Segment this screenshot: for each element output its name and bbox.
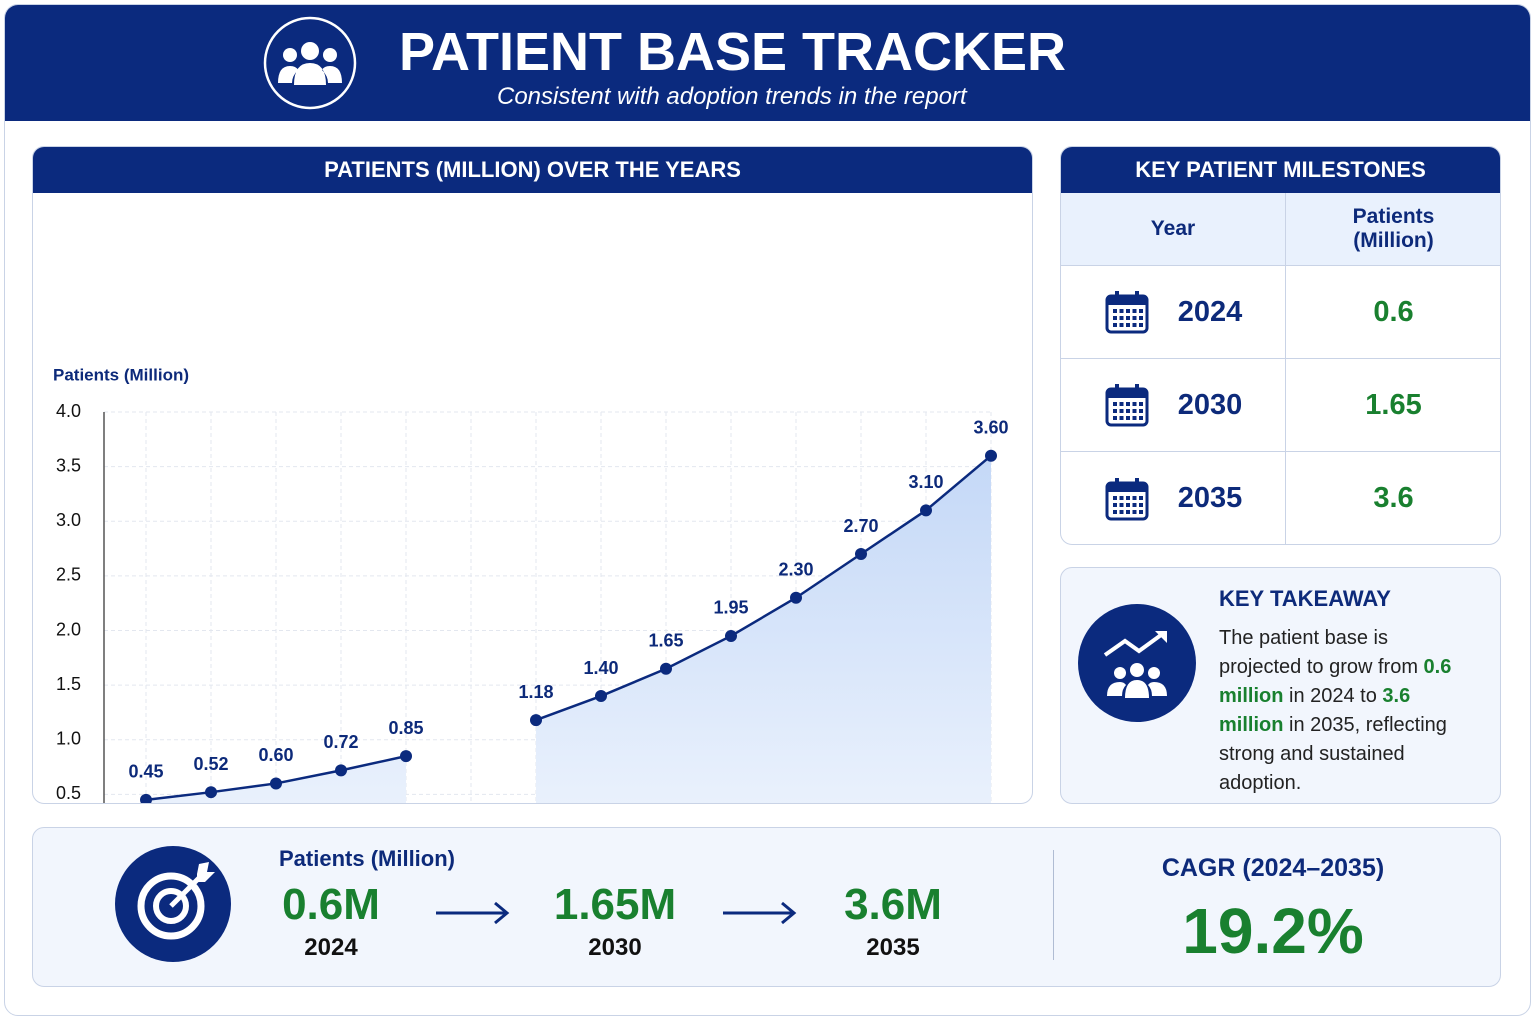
highlight: 3.6 million bbox=[1219, 685, 1411, 736]
text: The patient base is projected to grow fr… bbox=[1219, 627, 1424, 678]
point bbox=[660, 662, 672, 675]
calendar-icon bbox=[1105, 291, 1149, 334]
point bbox=[205, 786, 217, 799]
summary-card: Patients (Million) CAGR (2024–2035) 19.2… bbox=[32, 827, 1501, 987]
milestones-title: KEY PATIENT MILESTONES bbox=[1061, 147, 1500, 193]
y-tick-label: 3.0 bbox=[56, 510, 81, 530]
data-label: 1.40 bbox=[583, 658, 618, 678]
point bbox=[920, 504, 932, 517]
y-tick-label: 1.0 bbox=[56, 729, 81, 749]
chart-card: PATIENTS (MILLION) OVER THE YEARS Patien… bbox=[32, 146, 1033, 804]
frame: PATIENT BASE TRACKER Consistent with ado… bbox=[4, 4, 1531, 1016]
data-label: 3.60 bbox=[973, 417, 1008, 437]
arrow bbox=[723, 901, 797, 925]
year: 2024 bbox=[1177, 295, 1243, 328]
header-icon bbox=[263, 16, 357, 110]
patients-cell: 3.6 bbox=[1373, 482, 1414, 514]
patients-cell: 0.6 bbox=[1286, 266, 1500, 359]
data-label: 2.70 bbox=[843, 516, 878, 536]
calendar-icon bbox=[1105, 477, 1149, 520]
data-label: 1.95 bbox=[713, 598, 748, 618]
header: PATIENT BASE TRACKER Consistent with ado… bbox=[5, 5, 1530, 121]
target-icon bbox=[115, 846, 231, 962]
summary-value: 0.6M bbox=[282, 880, 380, 929]
y-tick-label: 4.0 bbox=[56, 401, 81, 421]
takeaway-title: KEY TAKEAWAY bbox=[1219, 586, 1391, 611]
y-tick-label: 2.0 bbox=[56, 619, 81, 639]
subtitle: Consistent with adoption trends in the r… bbox=[497, 83, 967, 110]
area bbox=[146, 455, 991, 803]
data-label: 1.65 bbox=[648, 630, 683, 650]
y-tick-label: 1.5 bbox=[56, 674, 81, 694]
summary-year: 2024 bbox=[304, 934, 358, 961]
point bbox=[140, 793, 152, 803]
table-header: Year bbox=[1061, 193, 1286, 266]
data-label: 0.52 bbox=[193, 754, 228, 774]
y-axis-label: Patients (Million) bbox=[53, 365, 189, 384]
year: 2030 bbox=[1177, 388, 1243, 421]
data-label: 3.10 bbox=[908, 472, 943, 492]
table-header: Patients (Million) bbox=[1286, 193, 1500, 266]
point bbox=[270, 777, 282, 790]
data-label: 0.85 bbox=[388, 718, 423, 738]
y-tick-label: 0.5 bbox=[56, 783, 81, 803]
cagr-label: CAGR (2024–2035) bbox=[1161, 854, 1385, 882]
text: in 2035, reflecting strong and sustained… bbox=[1219, 714, 1447, 794]
divider bbox=[1053, 850, 1054, 960]
takeaway-card: KEY TAKEAWAY The patient base is project… bbox=[1060, 567, 1501, 804]
y-tick-label: 3.5 bbox=[56, 455, 81, 475]
summary-label: Patients (Million) bbox=[279, 846, 455, 871]
point bbox=[790, 591, 802, 604]
milestones-card: KEY PATIENT MILESTONES Year Patients (Mi… bbox=[1060, 146, 1501, 545]
takeaway-text: The patient base is projected to grow fr… bbox=[1219, 624, 1459, 798]
takeaway-icon bbox=[1078, 604, 1196, 722]
highlight: 0.6 million bbox=[1219, 656, 1452, 707]
data-label: 1.18 bbox=[518, 682, 553, 702]
summary-value: 1.65M bbox=[553, 880, 677, 929]
year-cell: 2030 bbox=[1061, 359, 1286, 452]
data-label: 0.72 bbox=[323, 732, 358, 752]
text: in 2024 to bbox=[1283, 685, 1383, 707]
data-label: 2.30 bbox=[778, 559, 813, 579]
title: PATIENT BASE TRACKER bbox=[399, 22, 1067, 82]
point bbox=[855, 548, 867, 561]
arrow bbox=[436, 901, 510, 925]
point bbox=[725, 629, 737, 642]
chart-title: PATIENTS (MILLION) OVER THE YEARS bbox=[33, 147, 1032, 193]
point bbox=[595, 690, 607, 703]
point bbox=[530, 714, 542, 727]
y-tick-label: 2.5 bbox=[56, 565, 81, 585]
point bbox=[335, 764, 347, 777]
year-cell: 2024 bbox=[1061, 266, 1286, 359]
cagr-value: 19.2% bbox=[1182, 895, 1364, 967]
data-label: 0.60 bbox=[258, 745, 293, 765]
chart: Patients (Million)Year0.00.51.01.52.02.5… bbox=[53, 365, 1009, 803]
patients-cell: 1.65 bbox=[1286, 359, 1500, 452]
milestones-table: Year Patients (Million) 2024 0.6 2030 1.65 2… bbox=[1061, 193, 1500, 544]
summary-value: 3.6M bbox=[844, 880, 942, 929]
year-cell: 2035 bbox=[1061, 452, 1286, 544]
summary-year: 2035 bbox=[866, 934, 920, 961]
year: 2035 bbox=[1177, 482, 1243, 514]
calendar-icon bbox=[1105, 384, 1149, 427]
point bbox=[400, 750, 412, 763]
data-label: 0.45 bbox=[128, 762, 163, 782]
point bbox=[985, 449, 997, 462]
summary-year: 2030 bbox=[588, 934, 642, 961]
